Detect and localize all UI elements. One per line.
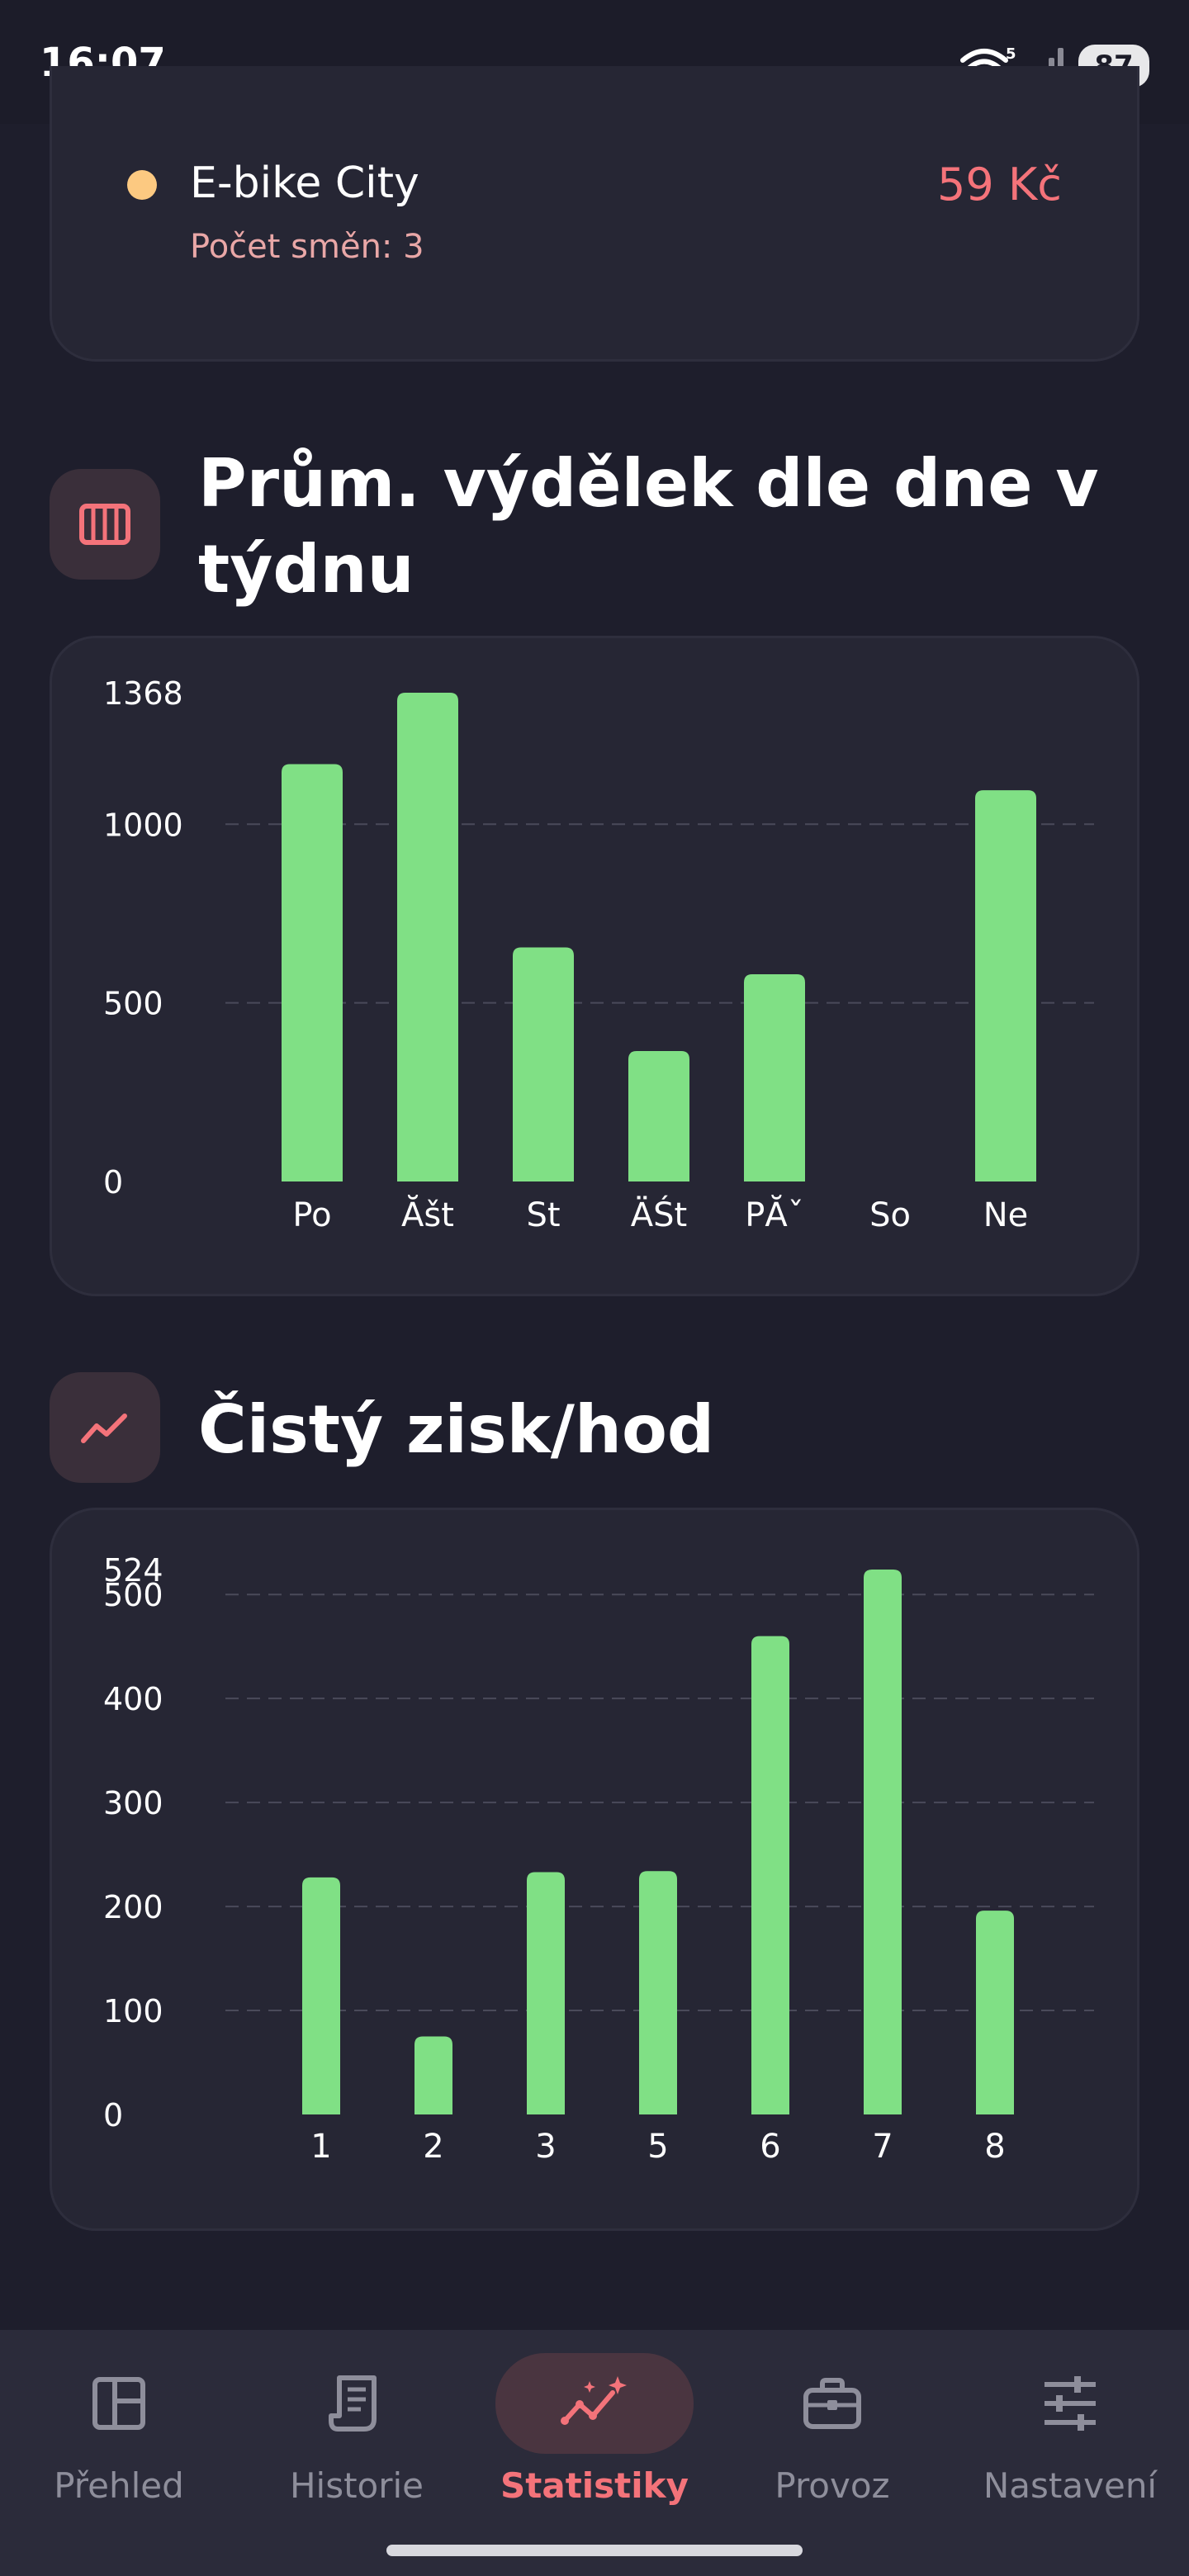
nav-item-provoz[interactable]: Provoz <box>713 2330 951 2576</box>
bottom-navigation: Přehled Historie Statistiky <box>0 2330 1189 2576</box>
x-tick-label: Po <box>292 1196 331 1234</box>
receipt-icon <box>329 2375 377 2432</box>
bar-7 <box>864 1570 902 2114</box>
bar-1 <box>302 1877 340 2114</box>
section-icon-weekday <box>50 469 160 580</box>
home-indicator <box>386 2545 803 2556</box>
nav-label: Provoz <box>775 2465 890 2506</box>
nav-item-statistiky[interactable]: Statistiky <box>476 2330 713 2576</box>
nav-item-nastaveni[interactable]: Nastavení <box>951 2330 1189 2576</box>
x-tick-label: St <box>526 1196 560 1234</box>
hourly-chart-card: 0 100 200 300 400 500 524 1 2 3 5 6 7 8 <box>50 1508 1139 2231</box>
vehicle-name: E-bike City <box>190 159 419 208</box>
bar-St <box>513 947 574 1181</box>
y-tick-label: 500 <box>103 986 163 1022</box>
vehicle-price: 59 Kč <box>937 159 1062 211</box>
columns-icon <box>79 504 130 545</box>
bar-Ne <box>975 790 1036 1181</box>
nav-item-prehled[interactable]: Přehled <box>0 2330 238 2576</box>
bar-Ăšt <box>397 693 458 1181</box>
y-tick-label: 524 <box>103 1552 163 1589</box>
x-tick-label: So <box>869 1196 911 1234</box>
nav-label: Nastavení <box>983 2465 1158 2506</box>
nav-label: Statistiky <box>500 2465 689 2506</box>
y-tick-label: 400 <box>103 1681 163 1717</box>
bar-8 <box>976 1911 1014 2114</box>
section-title-weekday: Prům. výdělek dle dne v týdnu <box>198 441 1098 613</box>
section-title-line2: týdnu <box>198 531 414 608</box>
x-tick-label: ÄŚt <box>631 1195 687 1234</box>
sliders-icon <box>1045 2376 1096 2431</box>
bar-6 <box>751 1636 789 2114</box>
x-tick-label: 1 <box>310 2128 331 2166</box>
bar-3 <box>527 1872 565 2114</box>
y-tick-label: 100 <box>103 1993 163 2029</box>
weekday-chart-card: 0 500 1000 1368 Po Ăšt St ÄŚt PĂˇ So Ne <box>50 636 1139 1296</box>
network-label: 5 <box>1006 45 1016 63</box>
section-title-line1: Prům. výdělek dle dne v <box>198 445 1099 522</box>
x-tick-label: 2 <box>423 2128 443 2166</box>
section-title-hourly: Čistý zisk/hod <box>198 1391 715 1468</box>
section-icon-hourly <box>50 1372 160 1483</box>
bar-ÄŚt <box>628 1051 689 1181</box>
bar-2 <box>414 2036 452 2114</box>
dashboard-icon <box>92 2377 145 2430</box>
y-tick-label: 0 <box>103 2097 123 2133</box>
y-tick-label: 0 <box>103 1164 123 1200</box>
briefcase-icon <box>803 2378 861 2429</box>
nav-item-historie[interactable]: Historie <box>238 2330 476 2576</box>
x-tick-label: 7 <box>872 2128 893 2166</box>
y-tick-label: 300 <box>103 1785 163 1821</box>
bar-5 <box>639 1871 677 2114</box>
vehicle-shifts: Počet směn: 3 <box>190 228 424 266</box>
x-tick-label: Ne <box>983 1196 1029 1234</box>
x-tick-label: PĂˇ <box>745 1194 803 1234</box>
y-tick-label: 500 <box>103 1577 163 1613</box>
x-tick-label: 6 <box>760 2128 780 2166</box>
vehicle-color-dot <box>127 170 157 200</box>
vehicle-summary-card <box>50 66 1139 362</box>
stats-sparkle-icon <box>561 2376 627 2425</box>
x-tick-label: 3 <box>535 2128 556 2166</box>
nav-label: Přehled <box>54 2465 184 2506</box>
y-tick-label: 1000 <box>103 807 183 843</box>
x-tick-label: Ăšt <box>401 1194 454 1234</box>
nav-label: Historie <box>289 2465 424 2506</box>
bar-Po <box>282 764 343 1181</box>
y-tick-label: 1368 <box>103 675 183 712</box>
weekday-earnings-chart: 0 500 1000 1368 Po Ăšt St ÄŚt PĂˇ So Ne <box>103 675 1094 1234</box>
x-tick-label: 8 <box>984 2128 1005 2166</box>
y-tick-label: 200 <box>103 1889 163 1925</box>
trend-icon <box>81 1413 127 1443</box>
bar-PĂˇ <box>744 974 805 1181</box>
x-tick-label: 5 <box>647 2128 668 2166</box>
